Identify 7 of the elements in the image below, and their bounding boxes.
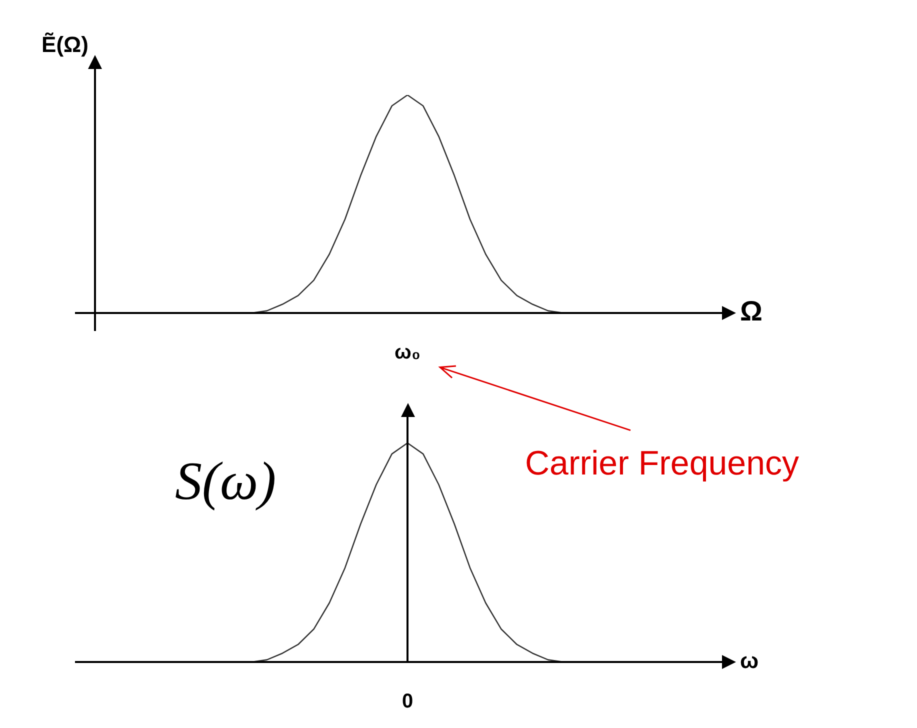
y-axis-title: Ẽ(Ω) bbox=[42, 32, 88, 58]
y-axis-title: S(ω) bbox=[175, 451, 276, 512]
text: ω₀ bbox=[394, 342, 420, 364]
text: 0 bbox=[402, 690, 414, 713]
x-axis-title: Ω bbox=[740, 296, 762, 327]
annotation: Carrier Frequency bbox=[525, 444, 799, 482]
x-axis-title: ω bbox=[740, 648, 759, 674]
